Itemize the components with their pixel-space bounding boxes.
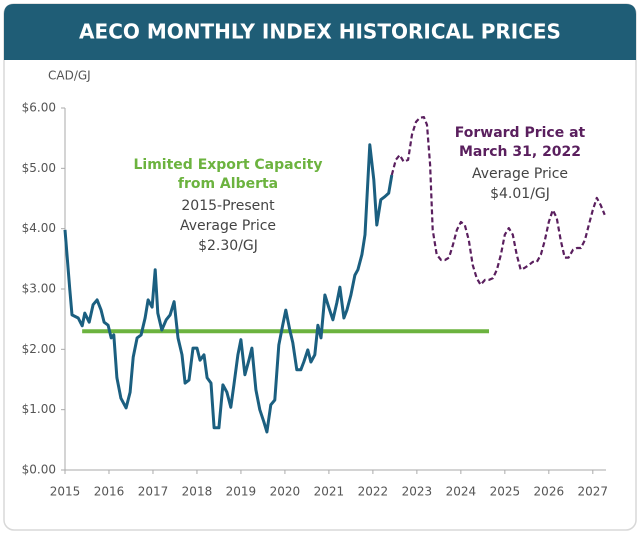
annotation-text: 2015-Present <box>181 198 275 214</box>
price-line <box>63 143 394 434</box>
x-tick-label: 2018 <box>182 485 213 499</box>
annotation-heading: Forward Price at <box>455 125 586 141</box>
x-tick-label: 2019 <box>226 485 257 499</box>
annotation-text: Average Price <box>180 218 276 234</box>
x-tick-label: 2021 <box>314 485 345 499</box>
y-tick-label: $4.00 <box>22 221 56 235</box>
annotation-text: $4.01/GJ <box>490 186 550 202</box>
x-tick-label: 2027 <box>578 485 609 499</box>
x-tick-label: 2024 <box>446 485 477 499</box>
chart-title: AECO MONTHLY INDEX HISTORICAL PRICES <box>79 20 561 44</box>
y-tick-label: $1.00 <box>22 402 56 416</box>
x-tick-label: 2015 <box>50 485 81 499</box>
y-tick-label: $6.00 <box>22 101 56 115</box>
x-tick-label: 2025 <box>490 485 521 499</box>
y-tick-label: $3.00 <box>22 282 56 296</box>
y-tick-label: $5.00 <box>22 161 56 175</box>
forward-line <box>390 116 606 286</box>
annotation-heading: from Alberta <box>178 176 278 192</box>
annotation-text: $2.30/GJ <box>198 238 258 254</box>
x-tick-label: 2022 <box>358 485 389 499</box>
frame <box>3 3 637 531</box>
y-tick-label: $2.00 <box>22 342 56 356</box>
x-tick-label: 2023 <box>402 485 433 499</box>
header-bar <box>4 4 636 60</box>
annotation-heading: March 31, 2022 <box>459 144 581 160</box>
y-axis-label: CAD/GJ <box>48 69 91 83</box>
annotation-text: Average Price <box>472 166 568 182</box>
y-tick-label: $0.00 <box>22 463 56 477</box>
x-tick-label: 2017 <box>138 485 169 499</box>
x-tick-label: 2020 <box>270 485 301 499</box>
x-tick-label: 2026 <box>534 485 565 499</box>
x-tick-label: 2016 <box>94 485 125 499</box>
annotation-heading: Limited Export Capacity <box>134 157 323 173</box>
